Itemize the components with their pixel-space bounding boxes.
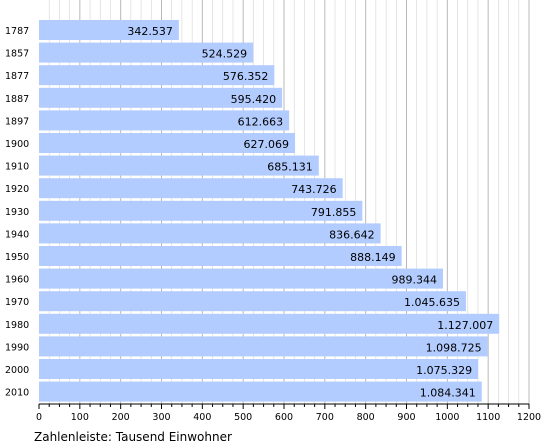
bar — [39, 200, 363, 221]
x-tick-label: 900 — [397, 412, 415, 423]
x-axis: 0 100 200 300 400 500 600 700 800 900 1000 1100 1200 — [36, 403, 541, 423]
bar — [39, 268, 443, 289]
bar-value-label: 1.127.007 — [437, 319, 493, 332]
year-label: 2010 — [5, 388, 29, 399]
x-tick-label: 600 — [275, 412, 293, 423]
year-label: 1980 — [5, 320, 29, 331]
year-label: 1787 — [5, 26, 29, 37]
bar-value-label: 791.855 — [311, 206, 357, 219]
year-label: 1910 — [5, 162, 29, 173]
bar-value-label: 1.098.725 — [426, 341, 482, 354]
x-tick-label: 500 — [234, 412, 252, 423]
x-tick-label: 0 — [36, 412, 42, 423]
bar-value-label: 1.075.329 — [416, 364, 472, 377]
bar — [39, 65, 275, 86]
x-tick-label: 1000 — [435, 412, 459, 423]
year-label: 1887 — [5, 94, 29, 105]
year-label: 1897 — [5, 116, 29, 127]
x-tick-label: 200 — [112, 412, 130, 423]
x-tick-label: 300 — [152, 412, 170, 423]
bar-value-label: 595.420 — [231, 93, 277, 106]
year-label: 1970 — [5, 297, 29, 308]
bar-value-label: 888.149 — [350, 251, 396, 264]
x-tick-label: 400 — [193, 412, 211, 423]
bar-value-label: 576.352 — [223, 70, 269, 83]
bar — [39, 359, 479, 379]
y-axis: 1787 1857 1877 1887 1897 1900 1910 1920 1930 1940… — [5, 26, 29, 399]
year-label: 1857 — [5, 49, 29, 60]
year-label: 1930 — [5, 207, 29, 218]
year-label: 1990 — [5, 342, 29, 353]
x-tick-label: 100 — [71, 412, 89, 423]
bar — [39, 313, 500, 334]
year-label: 1940 — [5, 229, 29, 240]
year-label: 1877 — [5, 71, 29, 82]
bar-value-label: 1.045.635 — [404, 296, 460, 309]
year-label: 1920 — [5, 184, 29, 195]
bars: 342.537 524.529 576.352 595.420 612.663 627.0… — [39, 20, 500, 402]
bar-value-label: 1.084.341 — [420, 387, 476, 400]
bar — [39, 155, 319, 176]
year-label: 2000 — [5, 365, 29, 376]
x-tick-label: 1100 — [476, 412, 500, 423]
bar — [39, 178, 343, 199]
bar — [39, 133, 296, 153]
year-label: 1960 — [5, 275, 29, 286]
x-tick-label: 700 — [316, 412, 334, 423]
bar-value-label: 627.069 — [244, 138, 290, 151]
bar — [39, 246, 402, 266]
bar — [39, 381, 482, 402]
bar-value-label: 685.131 — [267, 161, 313, 174]
bar-value-label: 524.529 — [202, 48, 248, 61]
bar-value-label: 989.344 — [391, 274, 437, 287]
bar-value-label: 743.726 — [291, 183, 337, 196]
bar — [39, 336, 488, 357]
bar-value-label: 342.537 — [127, 25, 173, 38]
year-label: 1950 — [5, 252, 29, 263]
bar-value-label: 836.642 — [329, 228, 375, 241]
bar — [39, 223, 381, 244]
bar — [39, 20, 179, 40]
x-tick-label: 1200 — [517, 412, 541, 423]
bar — [39, 291, 466, 312]
bar — [39, 110, 290, 131]
x-axis-caption: Zahlenleiste: Tausend Einwohner — [34, 430, 232, 444]
bar — [39, 87, 283, 108]
x-tick-label: 800 — [357, 412, 375, 423]
year-label: 1900 — [5, 139, 29, 150]
bar-value-label: 612.663 — [238, 115, 284, 128]
bar — [39, 42, 254, 63]
